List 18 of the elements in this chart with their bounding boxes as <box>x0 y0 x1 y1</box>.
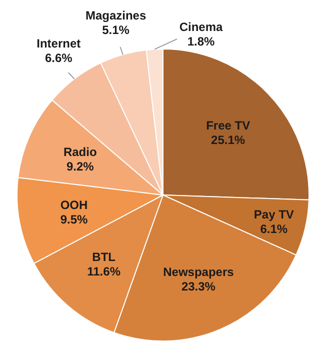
data-label: 11.6% <box>87 264 121 278</box>
data-label: 6.1% <box>260 222 288 236</box>
data-label: 9.2% <box>66 160 94 174</box>
data-label: 9.5% <box>60 212 88 227</box>
slice-label: Pay TV <box>254 207 294 222</box>
slice-label: OOH <box>60 198 88 212</box>
data-label: 1.8% <box>187 34 215 48</box>
slice-label: Radio <box>63 145 97 160</box>
slice-label: Internet <box>36 36 81 50</box>
data-label: 25.1% <box>211 133 246 148</box>
data-label: 23.3% <box>181 279 216 294</box>
slice-label: Newspapers <box>163 264 234 279</box>
slice-label: Free TV <box>206 118 250 133</box>
data-label: 6.6% <box>44 50 73 65</box>
slice-label: BTL <box>92 250 116 264</box>
slice-label: Cinema <box>179 20 223 34</box>
slice-label: Magazines <box>85 8 146 22</box>
data-label: 5.1% <box>102 22 130 37</box>
